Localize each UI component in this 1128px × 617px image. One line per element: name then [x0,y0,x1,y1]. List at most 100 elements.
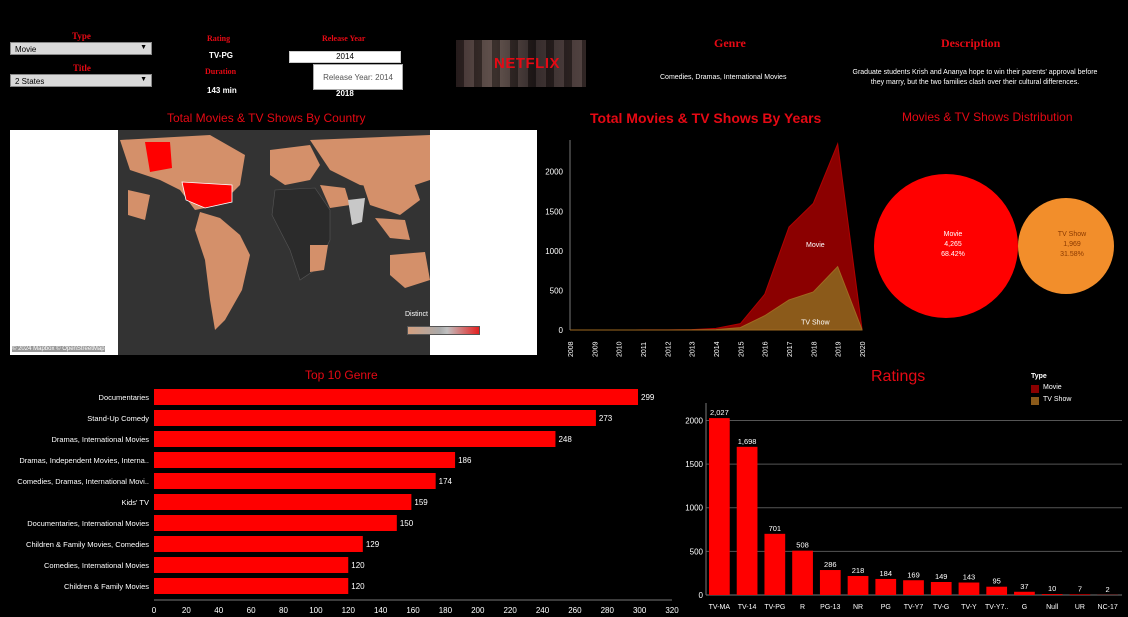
canada-shape [145,142,172,172]
south-africa-shape [310,245,328,272]
title-label: Title [73,63,91,73]
distribution-title: Movies & TV Shows Distribution [902,110,1073,124]
area-series-tv-show [570,265,863,331]
x-tick-label: 300 [633,606,647,615]
rating-value-label: 149 [935,572,948,581]
genre-category-label: Children & Family Movies, Comedies [26,540,149,549]
genre-category-label: Documentaries, International Movies [27,519,149,528]
x-tick-label: 160 [406,606,420,615]
rating-category-label: UR [1075,604,1085,611]
rating-bar [986,586,1008,595]
tvshow-slice-count: 1,969 [1063,241,1081,248]
map-legend-title: Distinct count of Sh... [405,311,472,318]
genre-bar [154,578,349,594]
rating-label: Rating [207,34,231,43]
y-tick-label: 1500 [545,207,563,216]
genre-value-label: 120 [351,561,365,570]
distribution-chart[interactable]: Movie 4,265 68.42% TV Show 1,969 31.58% [870,130,1128,370]
x-tick-label: 40 [214,606,223,615]
genre-bar [154,494,412,510]
rating-value-label: 1,698 [738,437,757,446]
genre-bar [154,452,456,468]
genre-value-label: 174 [439,477,453,486]
map-credit: © 2024 Mapbox © OpenStreetMap [12,346,105,352]
ratings-chart-title: Ratings [871,368,926,385]
rating-category-label: PG-13 [820,604,840,611]
x-tick-label: 2015 [738,341,745,357]
tvshow-bubble [1018,198,1114,294]
genre-chart-title: Top 10 Genre [305,368,378,382]
release-year-input[interactable]: 2014 [289,51,401,63]
movie-slice-count: 4,265 [944,241,962,248]
rating-value-label: 169 [907,570,920,579]
genre-category-label: Children & Family Movies [64,582,149,591]
x-tick-label: 60 [247,606,256,615]
movie-bubble [874,174,1018,318]
x-tick-label: 100 [309,606,323,615]
middle-east-shape [320,185,350,208]
rating-value-label: 508 [796,541,809,550]
rating-value-label: 2 [1106,585,1110,594]
genre-category-label: Documentaries [99,393,150,402]
tvshow-slice-pct: 31.58% [1060,251,1084,258]
rating-bar [709,418,730,595]
x-tick-label: 2014 [714,341,721,357]
x-tick-label: 2020 [860,341,867,357]
y-tick-label: 0 [559,326,564,335]
description-line-2: they marry, but the two families clash o… [870,79,1080,86]
legend-movie-swatch [1031,385,1039,393]
x-tick-label: 120 [342,606,356,615]
rating-bar [819,570,841,595]
map-title: Total Movies & TV Shows By Country [167,111,366,125]
rating-value-label: 143 [963,573,976,582]
genre-category-label: Dramas, Independent Movies, Interna.. [19,456,149,465]
y-tick-label: 1000 [545,247,563,256]
rating-category-label: NR [853,604,863,611]
ratings-bar-chart[interactable]: 0 500 1000 1500 2000 2,027 TV-MA 1,698 TV-14 701 T… [680,395,1128,617]
rating-bar [736,446,758,595]
movie-slice-label: Movie [944,231,963,238]
rating-category-label: TV-MA [709,604,731,611]
genre-value: Comedies, Dramas, International Movies [660,74,787,81]
rating-value-label: 701 [769,524,782,533]
rating-bar [875,578,897,595]
x-tick-label: 140 [374,606,388,615]
x-tick-label: 2018 [811,341,818,357]
rating-category-label: TV-Y7 [904,604,924,611]
type-select[interactable]: Movie ▼ [10,42,152,55]
top-genre-bar-chart[interactable]: Documentaries 299 Stand-Up Comedy 273 Dramas… [0,383,690,617]
south-america-shape [195,212,250,330]
rating-category-label: TV-Y [961,604,977,611]
australia-shape [390,252,430,288]
legend-movie-label: Movie [1043,384,1062,391]
x-tick-label: 220 [503,606,517,615]
country-map[interactable]: Distinct count of Sh... © 2024 Mapbox © … [10,130,537,355]
genre-bar [154,410,596,426]
netflix-logo: NETFLIX [494,55,560,72]
x-tick-label: 2016 [763,341,770,357]
rating-value-label: 7 [1078,584,1082,593]
rating-category-label: PG [881,604,891,611]
genre-label: Genre [714,36,746,50]
years-area-chart[interactable]: 0 500 1000 1500 2000 Movie TV Show 2008 2009 2010… [540,130,870,375]
x-tick-label: 20 [182,606,191,615]
years-chart-title: Total Movies & TV Shows By Years [590,110,822,126]
rating-bar [764,533,786,595]
chevron-down-icon: ▼ [140,44,147,51]
genre-category-label: Comedies, International Movies [44,561,149,570]
world-map [118,130,430,355]
y-tick-label: 2000 [545,168,563,177]
tvshow-series-label: TV Show [801,319,830,326]
rating-category-label: TV-G [933,604,949,611]
rating-bar [792,550,813,595]
x-tick-label: 2012 [665,341,672,357]
description-label: Description [941,36,1001,50]
duration-label: Duration [205,67,237,76]
genre-category-label: Stand-Up Comedy [87,414,149,423]
title-select[interactable]: 2 States ▼ [10,74,152,87]
second-year-value: 2018 [336,89,354,98]
rating-bar [1069,594,1091,595]
genre-category-label: Dramas, International Movies [51,435,149,444]
x-tick-label: 2019 [836,341,843,357]
rating-value-label: 2,027 [710,408,729,417]
